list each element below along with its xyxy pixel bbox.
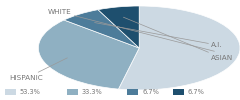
Text: 33.3%: 33.3%	[82, 89, 103, 95]
Wedge shape	[98, 6, 139, 48]
Text: 6.7%: 6.7%	[142, 89, 159, 95]
FancyBboxPatch shape	[127, 89, 138, 95]
Text: HISPANIC: HISPANIC	[10, 58, 67, 81]
FancyBboxPatch shape	[173, 89, 184, 95]
Text: ASIAN: ASIAN	[123, 17, 234, 61]
Text: 6.7%: 6.7%	[188, 89, 204, 95]
FancyBboxPatch shape	[5, 89, 16, 95]
Wedge shape	[119, 6, 240, 90]
Text: WHITE: WHITE	[48, 9, 214, 51]
FancyBboxPatch shape	[67, 89, 78, 95]
Text: A.I.: A.I.	[95, 23, 223, 48]
Wedge shape	[38, 20, 139, 89]
Text: 53.3%: 53.3%	[20, 89, 41, 95]
Wedge shape	[64, 10, 139, 48]
